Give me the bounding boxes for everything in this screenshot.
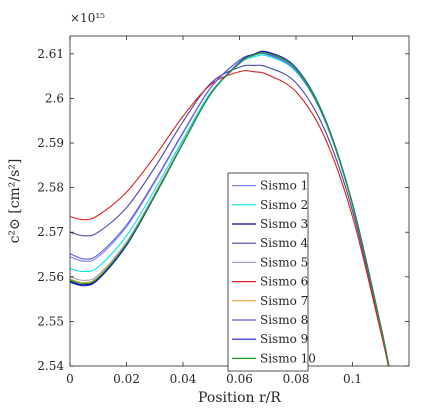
legend-label-7: Sismo 7 [260,294,308,308]
legend-label-4: Sismo 4 [260,236,309,250]
y-tick-label: 2.61 [37,47,64,61]
axis-ticks: 0 0.02 0.04 0.06 0.08 0.1 2.54 2.55 2.56 2.57 2.58… [37,36,409,386]
legend-box [227,172,309,372]
x-tick-label: 0 [66,372,74,386]
y-axis-label: c²⊙ [cm²/s²] [7,159,23,244]
x-tick-label: 0.1 [343,372,362,386]
y-tick-label: 2.58 [37,181,64,195]
y-tick-label: 2.54 [37,359,64,373]
legend-label-9: Sismo 9 [260,332,308,346]
x-tick-label: 0.04 [170,372,197,386]
series-line-4 [70,64,390,366]
x-tick-label: 0.02 [113,372,140,386]
x-axis-label: Position r/R [198,390,281,406]
legend-label-5: Sismo 5 [260,255,308,269]
y-tick-label: 2.56 [37,270,64,284]
plot-lines [70,50,390,366]
y-tick-label: 2.55 [37,314,64,328]
y-tick-label: 2.57 [37,225,64,239]
legend-label-2: Sismo 2 [260,198,308,212]
series-line-10 [70,51,390,366]
legend-label-1: Sismo 1 [260,179,308,193]
legend-label-3: Sismo 3 [260,217,308,231]
y-tick-label: 2.59 [37,136,64,150]
legend-label-6: Sismo 6 [260,275,308,289]
y-tick-label: 2.6 [45,91,64,105]
legend-label-10: Sismo 10 [260,351,316,365]
series-line-6 [70,70,389,366]
y-multiplier-label: ×10¹⁵ [70,11,105,25]
legend-label-8: Sismo 8 [260,313,308,327]
legend: Sismo 1 Sismo 2 Sismo 3 Sismo 4 Sismo 5 Sismo… [227,172,316,372]
x-tick-label: 0.08 [283,372,310,386]
x-tick-label: 0.06 [226,372,253,386]
